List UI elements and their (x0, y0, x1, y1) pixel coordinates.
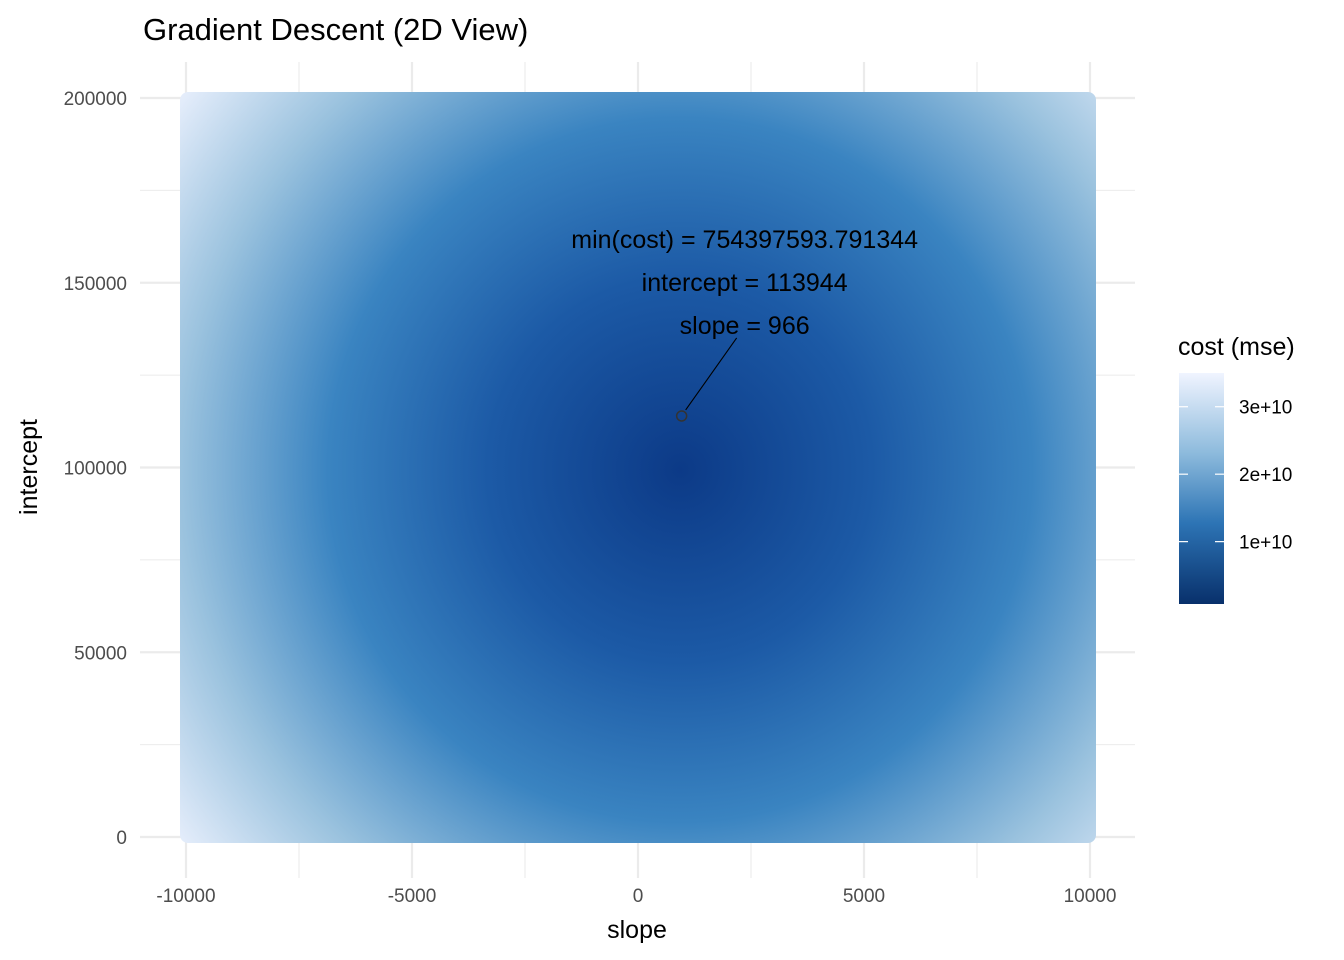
legend-color-bar (1179, 373, 1224, 604)
color-legend: cost (mse) 1e+10 2e+10 3e+10 (1178, 333, 1295, 604)
minimum-point-marker (675, 410, 688, 422)
legend-tick-label: 3e+10 (1239, 398, 1292, 419)
y-axis-ticks: 0 50000 100000 150000 200000 (64, 89, 127, 849)
legend-title: cost (mse) (1178, 333, 1295, 361)
y-tick-label: 0 (116, 828, 127, 849)
x-tick-label: 10000 (1064, 886, 1117, 907)
legend-ticks: 1e+10 2e+10 3e+10 (1179, 398, 1292, 554)
y-tick-label: 50000 (74, 643, 127, 664)
annotation-slope: slope = 966 (680, 312, 810, 340)
y-axis-title: intercept (15, 419, 43, 515)
annotation-intercept: intercept = 113944 (642, 269, 848, 297)
cost-surface (180, 92, 1096, 843)
y-tick-label: 150000 (64, 274, 127, 295)
x-tick-label: -5000 (388, 886, 437, 907)
chart-title: Gradient Descent (2D View) (143, 12, 528, 47)
legend-tick-label: 1e+10 (1239, 533, 1292, 554)
y-tick-label: 200000 (64, 89, 127, 110)
x-axis-ticks: -10000 -5000 0 5000 10000 (156, 886, 1116, 907)
minimum-annotation: min(cost) = 754397593.791344 intercept =… (571, 226, 918, 422)
annotation-leader-line (685, 337, 738, 411)
x-tick-label: -10000 (156, 886, 215, 907)
x-tick-label: 5000 (843, 886, 885, 907)
x-tick-label: 0 (633, 886, 644, 907)
legend-tick-label: 2e+10 (1239, 465, 1292, 486)
annotation-min-cost: min(cost) = 754397593.791344 (571, 226, 918, 254)
y-tick-label: 100000 (64, 459, 127, 480)
x-axis-title: slope (607, 916, 667, 944)
